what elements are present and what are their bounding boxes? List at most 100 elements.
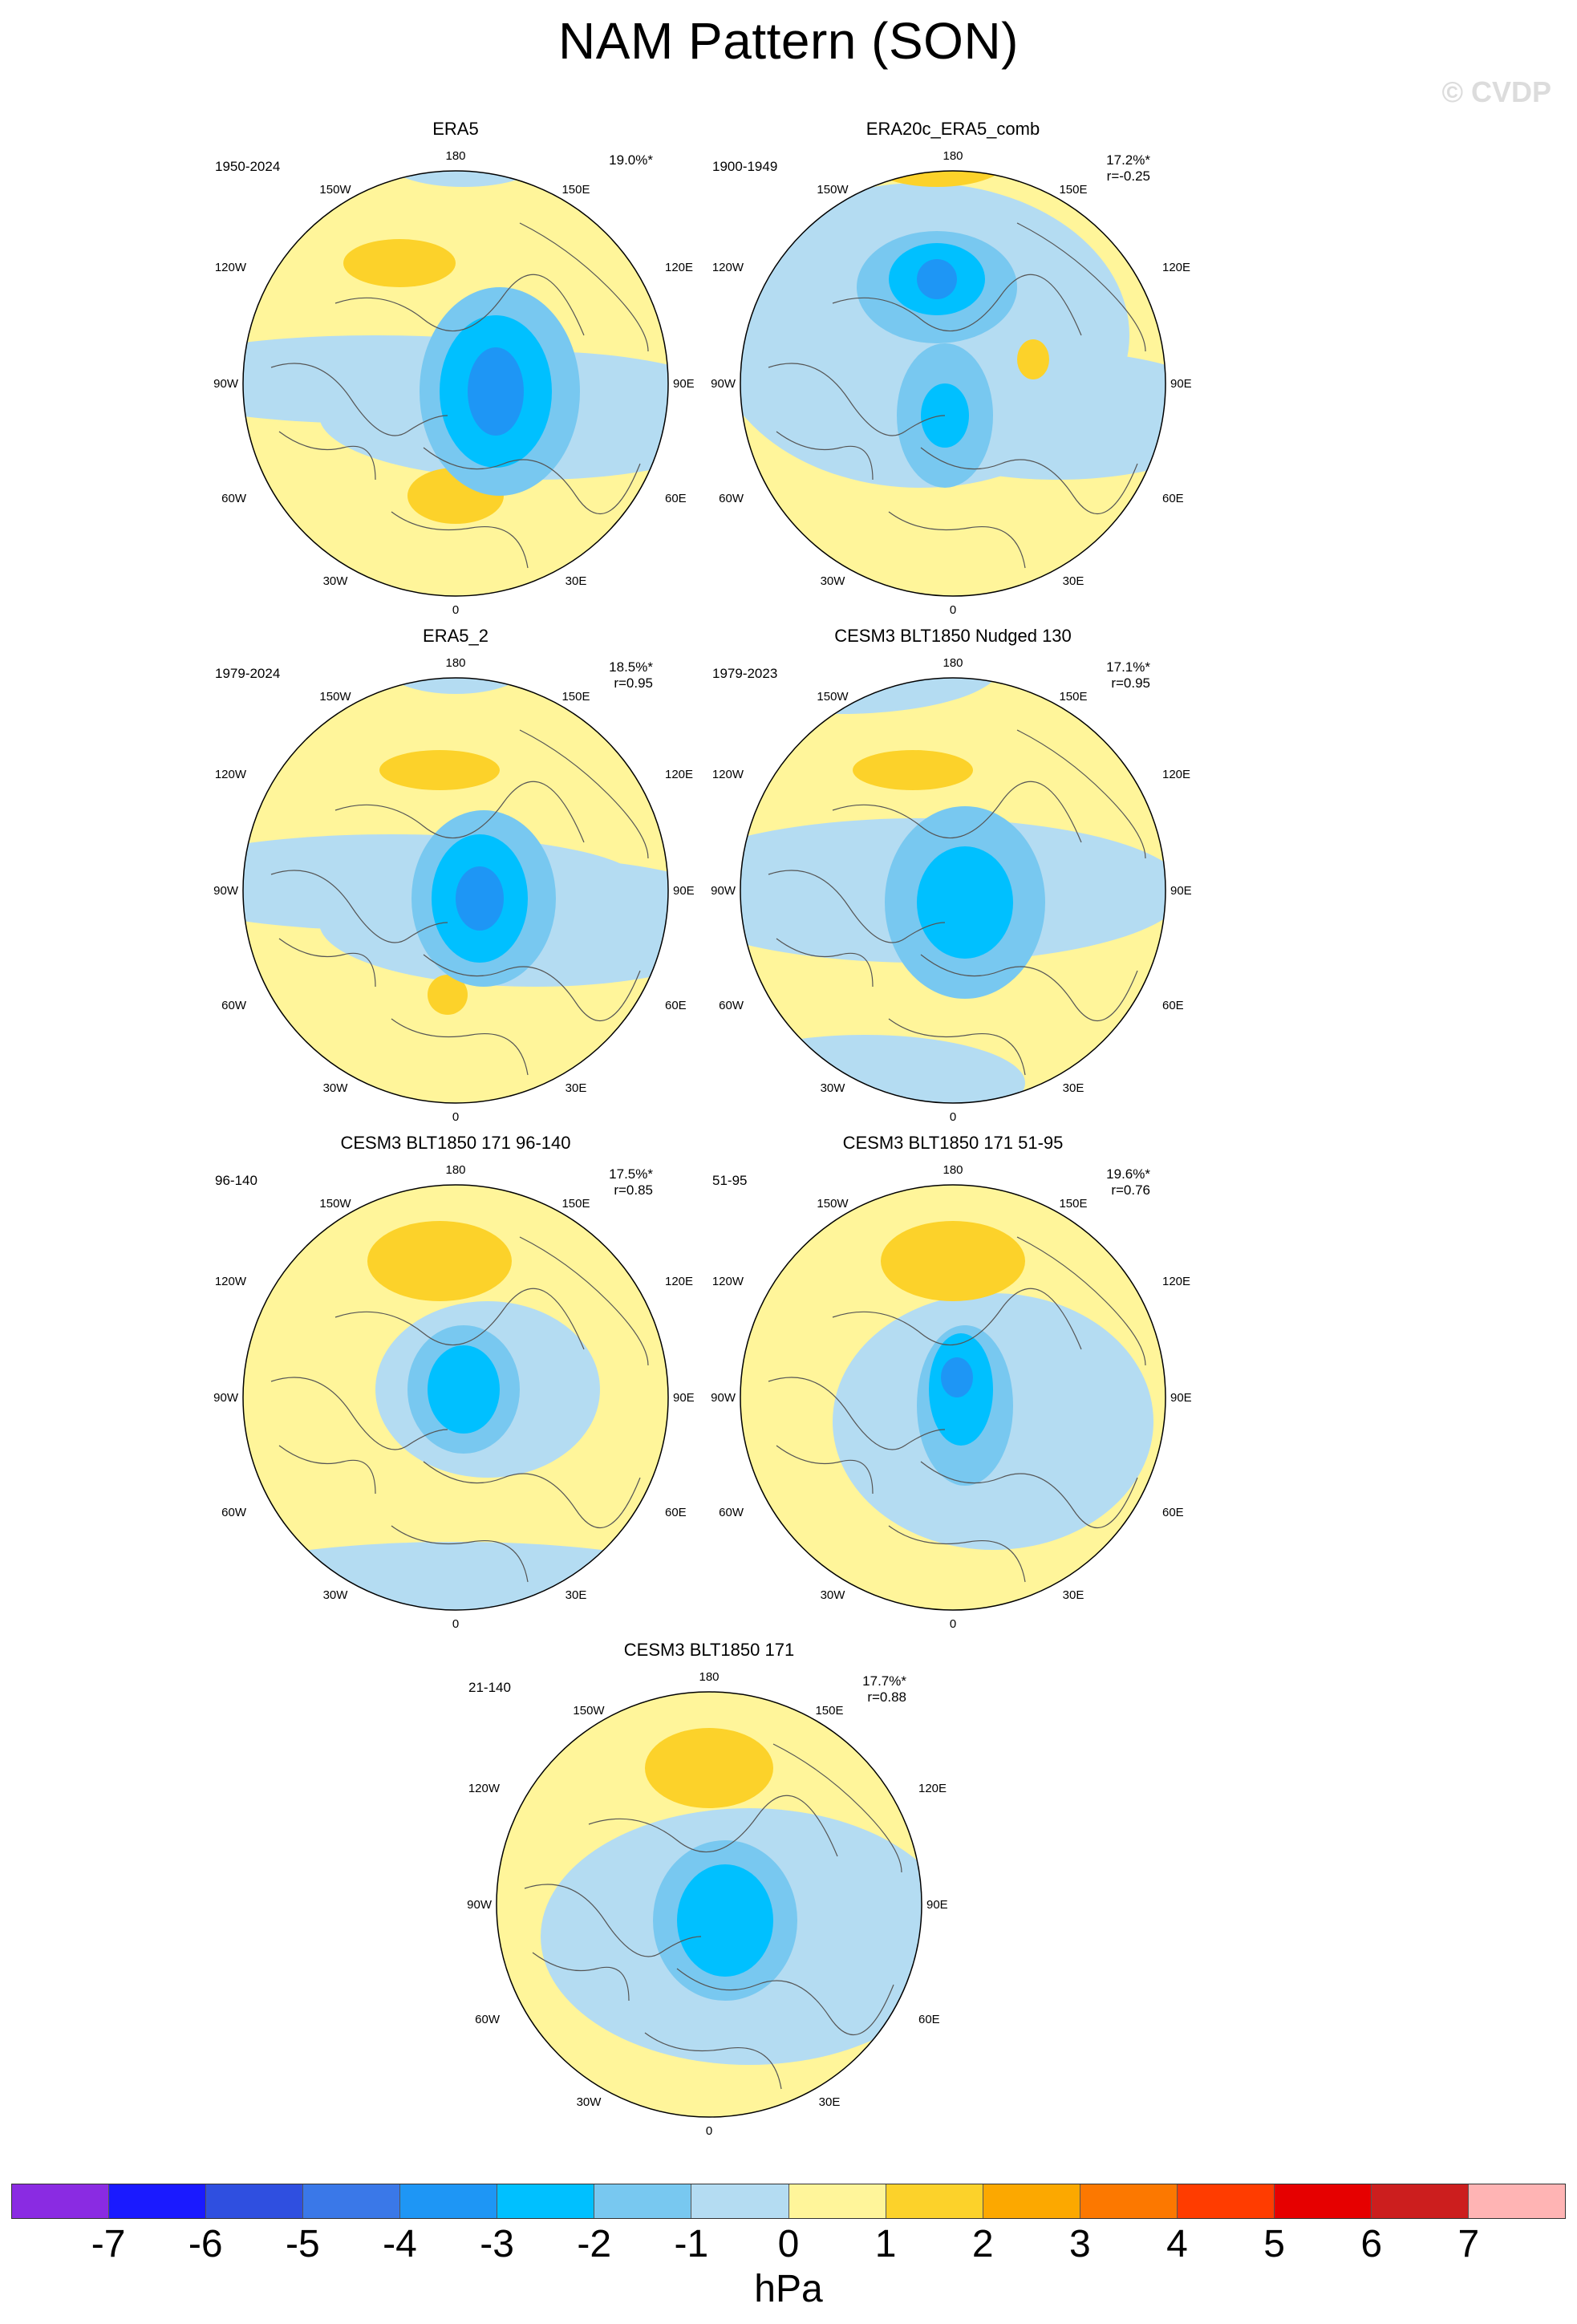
coastline: [519, 729, 649, 859]
map-panel: ERA20c_ERA5_comb 1900-1949 17.2%* r=-0.25 18…: [648, 119, 1258, 632]
longitude-label: 0: [950, 1110, 956, 1124]
coastline: [423, 1461, 641, 1529]
negative-anomaly-contour: [677, 1864, 773, 1977]
map-boundary: [740, 677, 1166, 1104]
coastline: [532, 1952, 630, 2002]
panel-period: 51-95: [712, 1173, 748, 1188]
longitude-label: 150E: [561, 183, 590, 197]
negative-anomaly-contour: [468, 347, 524, 436]
map-boundary: [242, 677, 669, 1104]
figure-title: NAM Pattern (SON): [558, 12, 1019, 70]
colorbar-swatch: [1080, 2184, 1178, 2218]
colorbar-swatch: [691, 2184, 789, 2218]
longitude-label: 150W: [319, 183, 351, 197]
coastline: [888, 1525, 1026, 1583]
pattern-correlation: r=0.88: [867, 1689, 906, 1705]
colorbar-swatch: [1177, 2184, 1275, 2218]
longitude-label: 150W: [319, 1197, 351, 1211]
colorbar-tick-label: -2: [577, 2223, 612, 2265]
panel-stats: 19.0%*: [609, 152, 653, 168]
longitude-label: 30E: [566, 1588, 587, 1602]
colorbar-swatch: [1274, 2184, 1372, 2218]
longitude-label: 120E: [918, 1782, 947, 1795]
coastline: [772, 1743, 902, 1873]
panel-title: CESM3 BLT1850 171 51-95: [842, 1133, 1064, 1153]
longitude-label: 60E: [665, 1506, 687, 1519]
longitude-label: 150E: [561, 1197, 590, 1211]
longitude-label: 60E: [1162, 999, 1184, 1012]
cvdp-watermark: © CVDP: [1441, 75, 1551, 108]
longitude-label: 120W: [712, 261, 744, 274]
coastline: [524, 1884, 702, 1957]
colorbar-tick-label: 1: [874, 2223, 897, 2265]
coastline: [278, 431, 376, 481]
colorbar-swatch: [983, 2184, 1080, 2218]
longitude-label: 180: [699, 1670, 719, 1684]
panel-period: 21-140: [468, 1680, 511, 1695]
coastline: [278, 938, 376, 988]
longitude-label: 120E: [1162, 261, 1190, 274]
coastline: [920, 447, 1138, 515]
variance-explained: 17.2%*: [1106, 152, 1150, 168]
polar-map: 180 150W 150E 120W 120E 90W 90E 60W 60E 30W 30E 0: [213, 1163, 695, 1631]
colorbar-tick-label: -6: [188, 2223, 223, 2265]
colorbar-swatch: [303, 2184, 401, 2218]
negative-anomaly-contour: [456, 866, 504, 931]
longitude-label: 120E: [665, 1275, 693, 1288]
colorbar: [11, 2184, 1566, 2219]
longitude-label: 0: [950, 603, 956, 617]
positive-anomaly-contour: [428, 975, 468, 1015]
polar-map: 180 150W 150E 120W 120E 90W 90E 60W 60E 30W 30E 0: [711, 1163, 1192, 1631]
positive-anomaly-contour: [343, 239, 456, 287]
longitude-label: 60W: [719, 999, 744, 1012]
longitude-label: 180: [445, 1163, 465, 1177]
longitude-label: 90W: [711, 377, 736, 391]
longitude-label: 30W: [821, 1081, 846, 1095]
longitude-label: 120W: [712, 1275, 744, 1288]
panel-period: 1950-2024: [215, 159, 281, 174]
longitude-label: 90E: [926, 1898, 948, 1912]
longitude-label: 60E: [918, 2013, 940, 2026]
longitude-label: 180: [445, 656, 465, 670]
panel-title: CESM3 BLT1850 171 96-140: [340, 1133, 571, 1153]
colorbar-swatch: [788, 2184, 886, 2218]
longitude-label: 30W: [323, 1588, 349, 1602]
longitude-label: 150W: [817, 183, 849, 197]
longitude-label: 60E: [1162, 492, 1184, 505]
longitude-label: 60W: [719, 1506, 744, 1519]
colorbar-swatch: [109, 2184, 207, 2218]
coastline: [278, 1445, 376, 1495]
negative-anomaly-contour: [740, 1035, 1025, 1103]
coastline: [334, 1288, 585, 1350]
pattern-correlation: r=0.85: [614, 1182, 653, 1198]
longitude-label: 120E: [665, 261, 693, 274]
coastline: [423, 447, 641, 515]
polar-map: 180 150W 150E 120W 120E 90W 90E 60W 60E 30W 30E 0: [467, 1670, 948, 2138]
positive-anomaly-contour: [865, 171, 1009, 187]
panel-period: 1979-2023: [712, 666, 778, 681]
longitude-label: 150W: [573, 1704, 605, 1718]
longitude-label: 120W: [215, 1275, 247, 1288]
colorbar-tick-label: -5: [286, 2223, 320, 2265]
panel-stats: 18.5%* r=0.95: [609, 659, 653, 692]
positive-anomaly-contour: [367, 1221, 512, 1301]
longitude-label: 120W: [468, 1782, 501, 1795]
coastline: [776, 1445, 874, 1495]
longitude-label: 90E: [673, 1391, 695, 1405]
positive-anomaly-contour: [1017, 339, 1049, 379]
panel-title: ERA20c_ERA5_comb: [866, 119, 1040, 139]
coastline: [1016, 1236, 1146, 1366]
longitude-label: 30E: [819, 2095, 841, 2109]
map-panel: ERA5 1950-2024 19.0%* 180 150W 150E 120W 120E 90…: [151, 119, 760, 632]
positive-anomaly-contour: [853, 750, 973, 790]
variance-explained: 17.5%*: [609, 1166, 653, 1182]
variance-explained: 17.1%*: [1106, 659, 1150, 675]
longitude-label: 60W: [221, 999, 247, 1012]
colorbar-swatch: [206, 2184, 304, 2218]
coastline: [644, 2032, 782, 2090]
pattern-correlation: r=0.76: [1111, 1182, 1150, 1198]
longitude-label: 90W: [711, 884, 736, 898]
coastline: [676, 1968, 894, 2036]
longitude-label: 30E: [566, 1081, 587, 1095]
colorbar-swatch: [400, 2184, 498, 2218]
